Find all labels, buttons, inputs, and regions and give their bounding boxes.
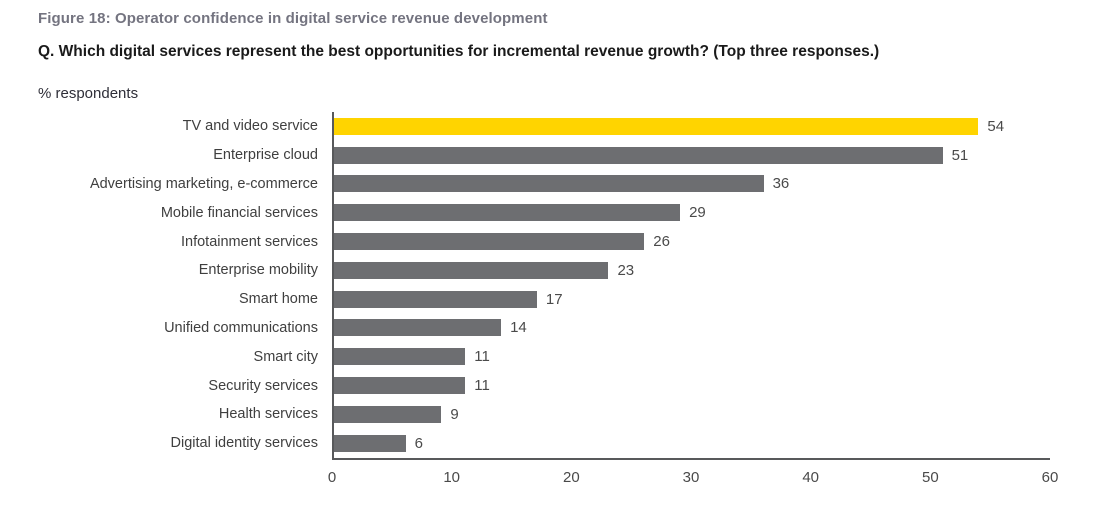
bar — [334, 233, 645, 251]
value-label: 51 — [951, 146, 969, 164]
chart-row: Advertising marketing, e-commerce 36 — [38, 169, 1050, 199]
x-tick-label: 10 — [443, 468, 460, 486]
bar — [334, 319, 502, 337]
bar-area: 9 — [332, 399, 1050, 429]
x-tick-label: 30 — [682, 468, 700, 486]
category-label: Smart city — [253, 348, 318, 365]
chart-row: Infotainment services 26 — [38, 227, 1050, 256]
bar-area: 26 — [332, 227, 1050, 256]
bar — [334, 204, 681, 222]
value-label: 54 — [987, 117, 1005, 135]
chart-row: Health services 9 — [38, 399, 1050, 429]
category-label: Enterprise cloud — [213, 147, 318, 164]
category-label: Security services — [208, 377, 318, 394]
bar-area: 51 — [332, 140, 1050, 170]
chart-row: Security services 11 — [38, 371, 1050, 400]
bar-area: 11 — [332, 342, 1050, 372]
value-label: 14 — [510, 319, 527, 337]
bar — [334, 117, 979, 135]
category-label: Digital identity services — [170, 435, 318, 452]
category-label: Unified communications — [164, 319, 318, 336]
bar — [334, 434, 406, 452]
category-label: Infotainment services — [180, 233, 318, 250]
value-label: 6 — [414, 434, 423, 452]
axis-units-label: % respondents — [38, 85, 139, 102]
x-tick-label: 20 — [562, 468, 580, 486]
category-label: Smart home — [239, 291, 318, 308]
x-axis-line — [332, 457, 1050, 460]
bar — [334, 377, 466, 395]
category-label: Health services — [218, 406, 318, 423]
bar — [334, 146, 943, 164]
value-label: 11 — [474, 377, 490, 395]
category-label: TV and video service — [182, 118, 318, 135]
chart-row: Enterprise cloud 51 — [38, 140, 1050, 170]
bar-area: 6 — [332, 428, 1050, 458]
figure-title: Figure 18: Operator confidence in digita… — [38, 10, 548, 27]
chart-row: Enterprise mobility 23 — [38, 255, 1050, 285]
bar-area: 23 — [332, 255, 1050, 285]
chart-row: Digital identity services 6 — [38, 428, 1050, 458]
category-label: Mobile financial services — [160, 204, 318, 221]
value-label: 11 — [474, 348, 490, 366]
chart-row: TV and video service 54 — [38, 112, 1050, 141]
value-label: 29 — [689, 204, 706, 222]
chart-row: Smart city 11 — [38, 342, 1050, 372]
bar-area: 54 — [332, 112, 1050, 141]
bar-area: 11 — [332, 371, 1050, 400]
x-tick-label: 0 — [327, 468, 337, 486]
x-tick-label: 50 — [921, 468, 939, 486]
bar-area: 17 — [332, 284, 1050, 314]
value-label: 9 — [450, 405, 459, 423]
value-label: 26 — [653, 233, 670, 251]
bar — [334, 261, 609, 279]
value-label: 36 — [772, 175, 790, 193]
x-tick-label: 40 — [802, 468, 819, 486]
value-label: 17 — [545, 290, 563, 308]
bar-chart: TV and video service 54 Enterprise cloud 51… — [38, 112, 1059, 490]
category-label: Enterprise mobility — [198, 262, 318, 279]
bar — [334, 348, 466, 366]
bar — [334, 290, 537, 308]
x-axis-ticks: 0 10 20 30 40 50 60 — [328, 460, 1059, 490]
bar-area: 29 — [332, 198, 1050, 228]
bar-area: 14 — [332, 313, 1050, 343]
bar — [334, 405, 442, 423]
bar — [334, 175, 764, 193]
bar-area: 36 — [332, 169, 1050, 199]
chart-row: Unified communications 14 — [38, 313, 1050, 343]
category-label: Advertising marketing, e-commerce — [89, 175, 318, 192]
value-label: 23 — [617, 261, 635, 279]
chart-row: Mobile financial services 29 — [38, 198, 1050, 228]
chart-row: Smart home 17 — [38, 284, 1050, 314]
survey-question: Q. Which digital services represent the … — [38, 43, 880, 60]
chart-rows: TV and video service 54 Enterprise cloud 51… — [38, 112, 1050, 458]
x-tick-label: 60 — [1041, 468, 1059, 486]
